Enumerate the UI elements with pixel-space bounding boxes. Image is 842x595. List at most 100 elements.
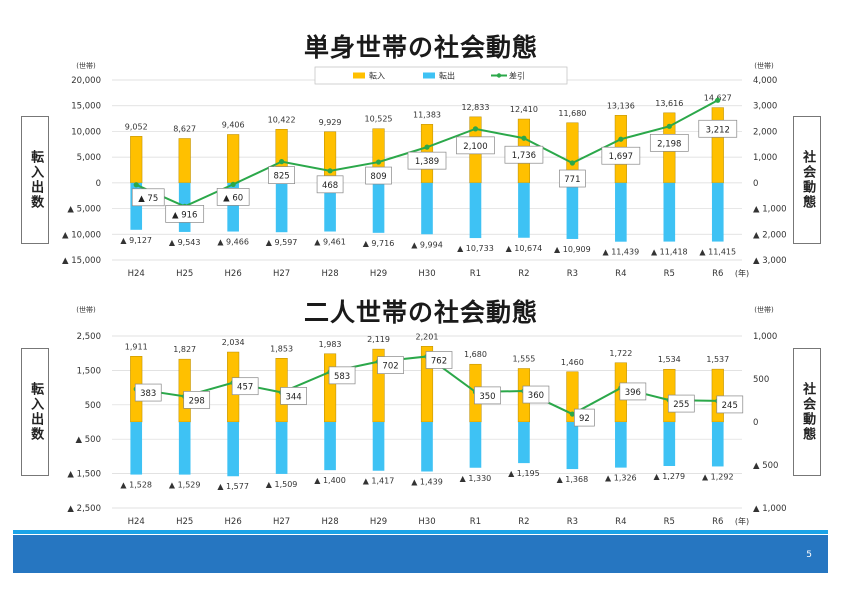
net-label-box	[456, 136, 495, 155]
chart-title: 二人世帯の社会動態	[303, 298, 538, 327]
bar-out-label: ▲ 1,195	[508, 469, 540, 478]
page-number: 5	[806, 550, 812, 560]
bar-in-label: 1,680	[464, 350, 487, 359]
bar-in-label: 1,537	[706, 355, 729, 364]
right-axis-box: 社会動態	[793, 348, 821, 476]
x-axis-unit: (年)	[735, 516, 749, 526]
bar-out-label: ▲ 1,326	[605, 474, 637, 483]
net-point	[472, 126, 479, 132]
bar-in-label: 1,911	[125, 342, 148, 351]
left-axis-unit: (世帯)	[76, 61, 96, 70]
left-axis-box: 転入出数	[21, 348, 49, 476]
bar-out-label: ▲ 1,400	[314, 476, 346, 485]
bar-out-label: ▲ 1,439	[411, 478, 443, 487]
bar-in-label: 11,680	[558, 109, 586, 118]
category-label: R3	[567, 269, 578, 279]
bar-in	[324, 353, 337, 423]
legend-box	[314, 66, 568, 85]
net-label-box	[134, 383, 162, 402]
right-tick-label: 0	[753, 179, 758, 189]
right-tick-label: ▲ 2,000	[753, 230, 787, 240]
bar-in-label: 9,406	[222, 120, 245, 129]
net-point	[618, 136, 624, 142]
footer-stripe	[13, 530, 828, 534]
bar-out	[324, 422, 336, 471]
net-point	[569, 160, 575, 166]
bar-in-label: 8,627	[173, 124, 196, 133]
left-tick-label: 15,000	[71, 102, 101, 112]
bar-out	[615, 422, 627, 468]
net-label-box	[522, 385, 550, 404]
bar-out	[421, 422, 433, 472]
bar-out	[130, 182, 143, 230]
net-point	[521, 135, 527, 141]
bar-in-label: 2,201	[416, 332, 439, 341]
bar-out	[372, 182, 385, 233]
bar-out	[469, 182, 482, 239]
bar-out-label: ▲ 1,577	[217, 482, 249, 491]
bar-out	[227, 422, 239, 477]
left-axis-box: 転入出数	[21, 116, 49, 244]
bar-in-label: 12,410	[510, 105, 538, 114]
net-label-box	[474, 386, 501, 405]
bar-out	[178, 422, 191, 475]
bar-out	[469, 422, 482, 468]
net-label-box	[280, 387, 307, 405]
right-tick-label: 1,000	[753, 332, 777, 342]
category-label: H29	[370, 269, 387, 279]
net-label-box	[165, 205, 205, 223]
net-label-box	[716, 395, 744, 414]
chart-1: (世帯) (世帯) ▲ 15,000 ▲ 10,000 ▲ 5,000 0 5,000 10,…	[62, 61, 787, 279]
bar-in	[711, 368, 724, 423]
net-point	[230, 181, 236, 187]
bar-in	[130, 136, 143, 184]
net-point	[327, 168, 333, 174]
left-tick-label: ▲ 500	[76, 435, 101, 445]
net-label-box	[667, 394, 695, 413]
bar-in	[324, 131, 337, 184]
bar-out-label: ▲ 9,543	[169, 238, 201, 247]
bar-in-label: 9,052	[125, 122, 148, 131]
bar-out	[324, 182, 336, 232]
bar-out-label: ▲ 1,279	[654, 472, 686, 481]
legend-marker	[496, 73, 502, 78]
bar-in	[711, 107, 724, 184]
right-tick-label: ▲ 500	[753, 461, 778, 471]
category-label: R3	[567, 517, 578, 527]
bar-out	[663, 422, 676, 466]
bar-out-label: ▲ 9,127	[120, 236, 152, 245]
bar-out-label: ▲ 10,733	[457, 244, 494, 253]
category-label: H27	[273, 517, 290, 527]
net-label: 468	[322, 181, 338, 191]
bar-in-label: 11,383	[413, 110, 441, 119]
bar-out	[711, 422, 724, 467]
bar-in-label: 12,833	[461, 103, 489, 112]
net-label-box	[231, 377, 259, 396]
bar-in-label: 1,534	[658, 355, 681, 364]
left-tick-label: ▲ 10,000	[62, 230, 101, 240]
bar-out	[566, 422, 579, 470]
net-label-box	[407, 151, 447, 170]
net-label-box	[365, 166, 392, 185]
left-tick-label: ▲ 1,500	[67, 470, 101, 480]
footer-bar	[13, 535, 828, 573]
left-axis-unit: (世帯)	[76, 305, 96, 314]
legend-swatch	[423, 72, 435, 79]
net-label: 2,100	[463, 142, 487, 152]
bar-out-label: ▲ 11,415	[699, 248, 736, 257]
net-label-box	[183, 391, 211, 409]
right-tick-label: ▲ 1,000	[753, 504, 787, 514]
x-axis-unit: (年)	[735, 268, 749, 278]
left-tick-label: 2,500	[77, 332, 101, 342]
net-label-box	[698, 119, 738, 138]
right-axis-unit: (世帯)	[754, 61, 774, 70]
net-point	[666, 123, 672, 129]
chart-2: (世帯) (世帯) ▲ 2,500 ▲ 1,500 ▲ 500 500 1,500 2,500…	[67, 305, 786, 527]
net-label: 383	[140, 389, 156, 399]
bar-out-label: ▲ 1,292	[702, 472, 734, 481]
category-label: R4	[615, 517, 626, 527]
net-label: 809	[370, 172, 386, 182]
net-point	[279, 159, 285, 165]
bar-out-label: ▲ 1,330	[460, 474, 492, 483]
right-axis-unit: (世帯)	[754, 305, 774, 314]
